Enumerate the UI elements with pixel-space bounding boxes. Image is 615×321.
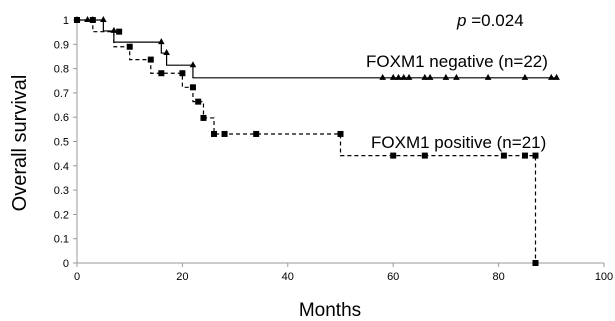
y-tick-label: 0	[63, 258, 69, 270]
survival-curve-foxm1-negative	[77, 19, 557, 79]
censor-marker-square	[390, 152, 397, 159]
x-axis-label: Months	[299, 300, 361, 321]
censor-marker-triangle	[421, 73, 429, 80]
censor-marker-square	[421, 152, 428, 159]
y-tick-label: 0.1	[54, 234, 69, 246]
x-tick-label: 20	[176, 271, 188, 283]
y-tick-label: 0.9	[54, 39, 69, 51]
censor-marker-triangle	[389, 73, 397, 80]
censor-marker-square	[179, 70, 186, 77]
censor-marker-triangle	[548, 73, 555, 80]
censor-marker-square	[200, 114, 207, 121]
censor-marker-triangle	[405, 73, 413, 80]
p-value-text: =0.024	[466, 11, 523, 30]
censor-marker-triangle	[484, 73, 492, 80]
series-layer	[73, 16, 560, 266]
axes: 0 0.1 0.2 0.3 0.4 0.5 0.6 0.7 0.8 0.9 1 0 20 40 60 80 10…	[54, 15, 613, 283]
censor-marker-square	[521, 152, 528, 159]
censor-marker-triangle	[553, 73, 560, 80]
p-value-annotation: p =0.024	[456, 11, 524, 30]
p-symbol: p	[456, 11, 466, 30]
y-tick-label: 0.3	[54, 185, 69, 197]
censor-marker-square	[221, 130, 228, 137]
censor-marker-square	[532, 260, 539, 266]
y-tick-label: 1	[63, 15, 69, 27]
censor-marker-triangle	[426, 73, 434, 80]
censor-marker-square	[147, 56, 154, 63]
censor-marker-square	[211, 130, 218, 137]
censor-marker-triangle	[100, 16, 107, 22]
x-tick-label: 60	[387, 271, 399, 283]
series-label-foxm1-positive: FOXM1 positive (n=21)	[371, 133, 546, 152]
censor-marker-square	[89, 17, 96, 23]
censor-marker-square	[158, 70, 165, 77]
series-foxm1-positive	[74, 17, 539, 266]
y-tick-label: 0.7	[54, 88, 69, 100]
censor-marker-square	[195, 98, 202, 105]
survival-curve-foxm1-positive	[77, 19, 537, 263]
x-tick-label: 100	[595, 271, 613, 283]
censor-marker-square	[116, 28, 123, 35]
censor-marker-triangle	[453, 73, 460, 80]
x-tick-label: 80	[492, 271, 504, 283]
censor-marker-square	[126, 43, 133, 50]
y-tick-label: 0.5	[54, 137, 69, 149]
censor-marker-triangle	[379, 73, 386, 80]
y-tick-label: 0.8	[54, 64, 69, 76]
censor-marker-triangle	[521, 73, 529, 80]
censor-marker-triangle	[189, 61, 197, 68]
censor-marker-triangle	[400, 73, 408, 80]
censor-marker-square	[189, 84, 196, 91]
censor-marker-triangle	[163, 49, 170, 56]
censor-marker-square	[337, 130, 344, 137]
x-tick-label: 40	[282, 271, 294, 283]
censor-marker-square	[500, 152, 507, 159]
censor-marker-square	[532, 152, 539, 159]
censor-marker-triangle	[110, 26, 118, 33]
y-tick-label: 0.4	[54, 161, 69, 173]
censor-marker-triangle	[158, 38, 165, 45]
censor-marker-triangle	[442, 73, 450, 80]
x-tick-label: 0	[74, 271, 80, 283]
y-axis-label: Overall survival	[9, 75, 31, 212]
censor-marker-square	[253, 130, 260, 137]
y-tick-label: 0.6	[54, 112, 69, 124]
y-tick-label: 0.2	[54, 209, 69, 221]
series-label-foxm1-negative: FOXM1 negative (n=22)	[366, 52, 548, 71]
censor-marker-triangle	[395, 73, 402, 80]
censor-marker-square	[74, 17, 80, 23]
